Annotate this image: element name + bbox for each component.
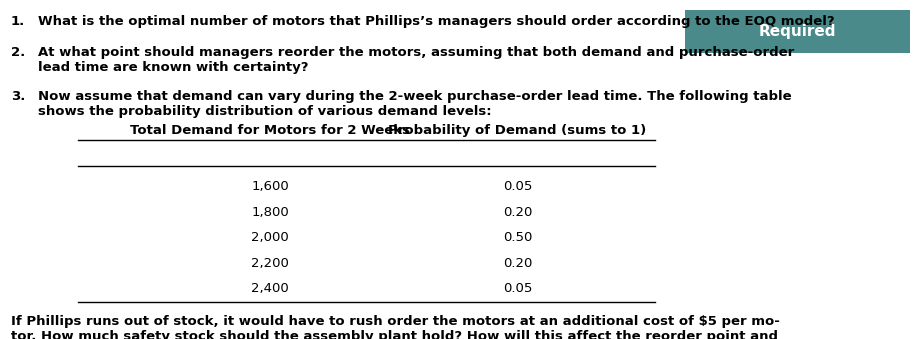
Text: 0.05: 0.05 (503, 282, 532, 295)
Text: 2,000: 2,000 (251, 231, 289, 244)
Text: 0.05: 0.05 (503, 180, 532, 193)
Text: 3.: 3. (11, 90, 26, 103)
Text: Required: Required (758, 24, 836, 39)
Text: If Phillips runs out of stock, it would have to rush order the motors at an addi: If Phillips runs out of stock, it would … (11, 315, 780, 339)
Text: What is the optimal number of motors that Phillips’s managers should order accor: What is the optimal number of motors tha… (38, 15, 835, 28)
FancyBboxPatch shape (685, 10, 910, 53)
Text: 1,600: 1,600 (251, 180, 289, 193)
Text: 2.: 2. (11, 46, 26, 59)
Text: 0.20: 0.20 (503, 257, 532, 270)
Text: Total Demand for Motors for 2 Weeks: Total Demand for Motors for 2 Weeks (130, 124, 410, 137)
Text: 0.20: 0.20 (503, 206, 532, 219)
Text: At what point should managers reorder the motors, assuming that both demand and : At what point should managers reorder th… (38, 46, 795, 74)
Text: 1.: 1. (11, 15, 26, 28)
Text: Now assume that demand can vary during the 2-week purchase-order lead time. The : Now assume that demand can vary during t… (38, 90, 792, 118)
Text: 1,800: 1,800 (251, 206, 289, 219)
Text: 2,200: 2,200 (251, 257, 289, 270)
Text: 2,400: 2,400 (251, 282, 289, 295)
Text: Probability of Demand (sums to 1): Probability of Demand (sums to 1) (388, 124, 647, 137)
Text: 0.50: 0.50 (503, 231, 532, 244)
